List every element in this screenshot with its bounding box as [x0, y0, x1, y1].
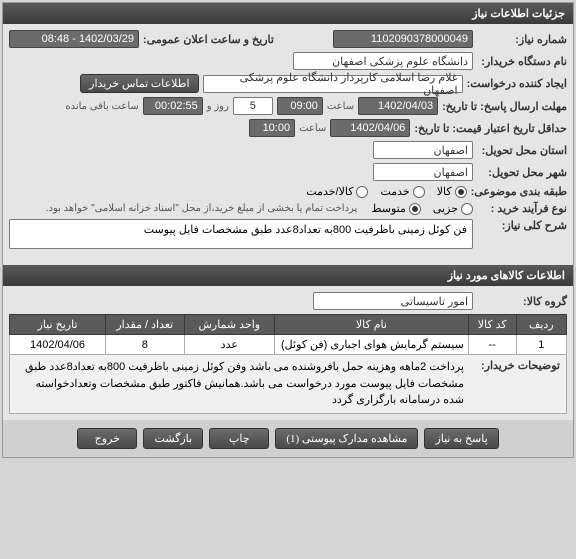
- announce-date-label: تاریخ و ساعت اعلان عمومی:: [143, 33, 274, 46]
- details-panel: جزئیات اطلاعات نیاز شماره نیاز: 11020903…: [2, 2, 574, 458]
- print-button[interactable]: چاپ: [209, 428, 269, 449]
- desc-label: شرح کلی نیاز:: [477, 219, 567, 232]
- time-label-1: ساعت: [327, 101, 354, 112]
- remain-time-field: 00:02:55: [143, 97, 203, 115]
- radio-medium-label: متوسط: [371, 202, 406, 215]
- city-exec-label: شهر محل تحویل:: [477, 166, 567, 179]
- button-bar: پاسخ به نیاز مشاهده مدارک پیوستی (1) چاپ…: [3, 420, 573, 457]
- radio-goods[interactable]: [455, 186, 467, 198]
- th-name: نام کالا: [275, 315, 469, 335]
- city-exec-field: اصفهان: [373, 163, 473, 181]
- items-section-header: اطلاعات کالاهای مورد نیاز: [3, 265, 573, 286]
- category-radio-group: کالا خدمت کالا/خدمت: [306, 185, 466, 198]
- th-code: کد کالا: [468, 315, 516, 335]
- radio-both-label: کالا/خدمت: [306, 185, 353, 198]
- radio-service-label: خدمت: [380, 185, 409, 198]
- desc-textarea[interactable]: فن کوئل زمینی باظرفیت 800به تعداد8عدد طب…: [9, 219, 473, 249]
- td-row: 1: [516, 335, 566, 355]
- panel-title: جزئیات اطلاعات نیاز: [3, 3, 573, 24]
- requester-field: غلام رضا اسلامی کارپرداز دانشگاه علوم پز…: [203, 75, 463, 93]
- buy-type-radio-group: جزیی متوسط: [371, 202, 473, 215]
- deadline-label: مهلت ارسال پاسخ: تا تاریخ:: [442, 100, 567, 113]
- announce-date-field: 1402/03/29 - 08:48: [9, 30, 139, 48]
- radio-minor[interactable]: [461, 203, 473, 215]
- buyer-contact-button[interactable]: اطلاعات تماس خریدار: [80, 74, 198, 93]
- price-date-field: 1402/04/06: [330, 119, 410, 137]
- need-number-field: 1102090378000049: [333, 30, 473, 48]
- deadline-date-field: 1402/04/03: [358, 97, 438, 115]
- day-label: روز و: [207, 101, 229, 112]
- respond-button[interactable]: پاسخ به نیاز: [424, 428, 498, 449]
- td-qty: 8: [106, 335, 185, 355]
- back-button[interactable]: بازگشت: [143, 428, 203, 449]
- remain-label: ساعت باقی مانده: [65, 101, 138, 112]
- th-unit: واحد شمارش: [184, 315, 274, 335]
- deadline-time-field: 09:00: [277, 97, 323, 115]
- buyer-note-row: توضیحات خریدار: پرداخت 2ماهه وهزینه حمل …: [10, 355, 567, 414]
- buy-type-note: پرداخت تمام یا بخشی از مبلغ خرید،از محل …: [46, 203, 358, 214]
- buyer-note-label: توضیحات خریدار:: [470, 359, 560, 372]
- items-table: ردیف کد کالا نام کالا واحد شمارش تعداد /…: [9, 314, 567, 414]
- td-unit: عدد: [184, 335, 274, 355]
- td-code: --: [468, 335, 516, 355]
- province-exec-label: استان محل تحویل:: [477, 144, 567, 157]
- radio-both[interactable]: [356, 186, 368, 198]
- form-body: شماره نیاز: 1102090378000049 تاریخ و ساع…: [3, 24, 573, 259]
- th-qty: تعداد / مقدار: [106, 315, 185, 335]
- buyer-note-text: پرداخت 2ماهه وهزینه حمل بافروشنده می باش…: [16, 359, 464, 409]
- radio-service[interactable]: [413, 186, 425, 198]
- td-date: 1402/04/06: [10, 335, 106, 355]
- exit-button[interactable]: خروج: [77, 428, 137, 449]
- buyer-label: نام دستگاه خریدار:: [477, 55, 567, 68]
- attachments-button[interactable]: مشاهده مدارک پیوستی (1): [275, 428, 418, 449]
- radio-goods-label: کالا: [437, 185, 452, 198]
- price-deadline-label: حداقل تاریخ اعتبار قیمت: تا تاریخ:: [414, 122, 567, 135]
- radio-minor-label: جزیی: [433, 202, 458, 215]
- remain-days-field: 5: [233, 97, 273, 115]
- category-label: طبقه بندی موضوعی:: [471, 185, 567, 198]
- group-field: امور تاسیساتی: [313, 292, 473, 310]
- need-number-label: شماره نیاز:: [477, 33, 567, 46]
- radio-medium[interactable]: [409, 203, 421, 215]
- requester-label: ایجاد کننده درخواست:: [467, 77, 567, 90]
- group-label: گروه کالا:: [477, 295, 567, 308]
- price-time-field: 10:00: [249, 119, 295, 137]
- table-row[interactable]: 1 -- سیستم گرمایش هوای اجباری (فن کوئل) …: [10, 335, 567, 355]
- buyer-field: دانشگاه علوم پزشکی اصفهان: [293, 52, 473, 70]
- th-row: ردیف: [516, 315, 566, 335]
- time-label-2: ساعت: [299, 123, 326, 134]
- th-date: تاریخ نیاز: [10, 315, 106, 335]
- td-name: سیستم گرمایش هوای اجباری (فن کوئل): [275, 335, 469, 355]
- province-exec-field: اصفهان: [373, 141, 473, 159]
- buy-type-label: نوع فرآیند خرید :: [477, 202, 567, 215]
